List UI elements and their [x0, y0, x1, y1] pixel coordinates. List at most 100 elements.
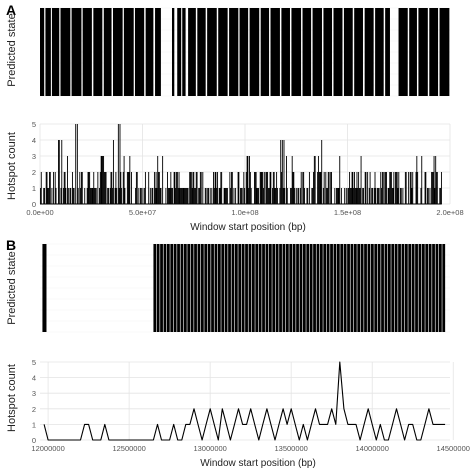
count-bar	[352, 172, 354, 204]
count-bar	[261, 172, 263, 204]
count-bar	[187, 188, 189, 204]
count-bar	[377, 188, 378, 204]
state-segment	[398, 8, 408, 96]
count-bar	[230, 188, 232, 204]
count-bar	[62, 188, 64, 204]
count-bar	[364, 172, 366, 204]
count-bar	[398, 172, 400, 204]
count-bar	[209, 188, 211, 204]
count-bar	[417, 172, 419, 204]
count-bar	[384, 172, 386, 204]
count-bar	[318, 172, 320, 204]
count-bar	[142, 188, 144, 204]
panel-a-state-ylabel: Predicted state	[6, 13, 18, 86]
count-bar	[360, 156, 362, 204]
count-bar	[140, 188, 142, 204]
count-bar	[70, 188, 72, 204]
panel-a-y-tick: 5	[32, 120, 36, 129]
count-bar	[61, 140, 63, 204]
count-bar	[184, 188, 186, 204]
count-bar	[226, 188, 228, 204]
state-segment	[281, 8, 290, 96]
count-bar	[229, 172, 231, 204]
count-bar	[196, 172, 198, 204]
count-bar	[306, 188, 308, 204]
count-bar	[162, 156, 164, 204]
count-bar	[381, 188, 383, 204]
state-segment	[270, 8, 280, 96]
state-segment	[249, 8, 260, 96]
panel-b-y-tick: 3	[32, 389, 36, 398]
count-bar	[194, 188, 196, 204]
panel-b-state-plot	[40, 243, 450, 333]
count-bar	[351, 172, 353, 204]
count-bar	[283, 140, 285, 204]
count-bar	[323, 172, 325, 204]
count-bar	[250, 188, 252, 204]
count-bar	[432, 172, 434, 204]
count-bar	[48, 188, 50, 204]
count-bar	[171, 188, 173, 204]
count-bar	[397, 188, 399, 204]
count-bar	[167, 188, 169, 204]
count-bar	[249, 156, 250, 204]
count-bar	[304, 188, 305, 204]
count-bar	[359, 188, 361, 204]
count-bar	[117, 124, 119, 204]
count-bar	[276, 188, 278, 204]
state-segment	[409, 8, 417, 96]
count-bar	[241, 188, 243, 204]
count-bar	[77, 188, 79, 204]
count-bar	[191, 188, 193, 204]
count-bar	[224, 188, 226, 204]
state-segment	[177, 8, 182, 96]
count-bar	[307, 188, 309, 204]
panel-a-x-tick: 1.5e+08	[334, 208, 361, 217]
count-bar	[151, 188, 153, 204]
panel-b-y-tick: 4	[32, 374, 36, 383]
count-bar	[425, 172, 427, 204]
count-bar	[375, 188, 377, 204]
count-bar	[90, 188, 91, 204]
count-bar	[58, 140, 60, 204]
count-bar	[339, 156, 341, 204]
panel-a-x-tick: 2.0e+08	[436, 208, 463, 217]
count-bar	[148, 172, 150, 204]
count-bar	[105, 172, 107, 204]
state-segment	[312, 8, 322, 96]
count-bar	[111, 172, 113, 204]
count-bar	[221, 172, 223, 204]
panel-a-count-plot	[39, 123, 451, 205]
count-bar	[363, 188, 364, 204]
state-segment	[323, 8, 333, 96]
count-bar	[91, 188, 93, 204]
count-bar	[127, 172, 129, 204]
count-bar	[255, 172, 257, 204]
count-bar	[199, 188, 200, 204]
count-bar	[382, 172, 384, 204]
count-bar	[195, 172, 197, 204]
count-bar	[436, 172, 437, 204]
count-bar	[54, 172, 56, 204]
count-bar	[40, 172, 42, 204]
count-bar	[344, 188, 346, 204]
count-bar	[154, 188, 156, 204]
count-bar	[190, 172, 192, 204]
count-bar	[431, 172, 433, 204]
count-bar	[64, 172, 66, 204]
count-bar	[369, 172, 371, 204]
count-bar	[259, 172, 261, 204]
count-bar	[200, 172, 202, 204]
state-segment	[291, 8, 302, 96]
count-bar	[180, 188, 182, 204]
state-segment	[113, 8, 123, 96]
count-bar	[99, 172, 101, 204]
count-bar	[49, 172, 50, 204]
count-bar	[215, 172, 217, 204]
panel-a-state-plot	[40, 7, 450, 97]
count-bar	[312, 188, 314, 204]
count-bar	[182, 188, 184, 204]
count-bar	[178, 172, 180, 204]
count-bar	[408, 172, 410, 204]
panel-a-x-tick: 0.0e+00	[26, 208, 53, 217]
